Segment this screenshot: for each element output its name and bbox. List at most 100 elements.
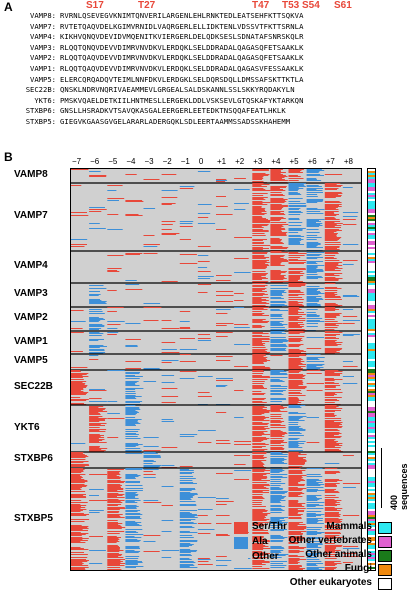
heat-cell: [125, 174, 137, 175]
heat-cell: [179, 478, 196, 479]
taxon-cell: [368, 363, 375, 365]
heat-cell: [306, 480, 322, 481]
heat-cell: [197, 497, 216, 498]
heat-cell: [125, 551, 141, 552]
heat-cell: [270, 518, 285, 519]
heat-cell: [125, 373, 140, 374]
taxon-cell: [368, 183, 375, 185]
heat-cell: [89, 435, 104, 436]
heat-cell: [179, 519, 196, 520]
heat-cell: [252, 435, 262, 436]
heat-cell: [324, 233, 338, 234]
heat-cell: [306, 364, 325, 365]
heat-cell: [270, 209, 282, 210]
taxon-cell: [368, 395, 375, 397]
heat-cell: [252, 273, 268, 274]
heat-cell: [107, 553, 119, 554]
heat-cell: [71, 367, 88, 368]
heat-cell: [252, 276, 262, 277]
heat-cell: [107, 185, 123, 186]
heat-cell: [71, 371, 81, 372]
heat-cell: [143, 446, 159, 447]
heat-cell: [288, 278, 301, 279]
heat-cell: [270, 324, 288, 325]
heat-cell: [234, 470, 252, 471]
heat-cell: [324, 378, 334, 379]
heat-cell: [288, 327, 302, 328]
heat-cell: [288, 235, 301, 236]
heat-cell: [306, 235, 318, 236]
heat-cell: [270, 546, 282, 547]
heat-cell: [107, 562, 121, 563]
heat-cell: [270, 401, 282, 402]
heat-cell: [306, 543, 323, 544]
heat-cell: [234, 417, 244, 418]
heat-cell: [71, 456, 89, 457]
heat-cell: [125, 450, 142, 451]
heat-cell: [288, 513, 298, 514]
heat-cell: [324, 521, 342, 522]
heat-cell: [143, 437, 159, 438]
heat-cell: [89, 419, 105, 420]
heat-cell: [107, 475, 117, 476]
heat-cell: [125, 383, 136, 384]
heat-cell: [125, 401, 143, 402]
taxon-cell: [368, 241, 375, 243]
heat-cell: [324, 430, 340, 431]
heat-cell: [324, 262, 343, 263]
heat-cell: [89, 223, 100, 224]
heat-cell: [288, 468, 301, 469]
heat-cell: [270, 233, 287, 234]
heat-cell: [161, 520, 174, 521]
heat-cell: [179, 472, 194, 473]
heat-cell: [270, 348, 287, 349]
heat-cell: [252, 212, 262, 213]
heat-cell: [143, 460, 154, 461]
heat-cell: [288, 517, 302, 518]
heat-cell: [288, 543, 299, 544]
heat-cell: [324, 307, 336, 308]
heat-cell: [252, 453, 267, 454]
taxon-cell: [368, 215, 375, 217]
heat-cell: [324, 408, 343, 409]
heat-cell: [306, 213, 324, 214]
taxon-cell: [368, 281, 375, 283]
heat-cell: [288, 376, 305, 377]
heat-cell: [270, 540, 284, 541]
heat-cell: [306, 294, 319, 295]
heat-cell: [71, 478, 82, 479]
heat-cell: [197, 271, 211, 272]
heat-cell: [125, 422, 139, 423]
heat-cell: [288, 323, 298, 324]
heat-cell: [306, 323, 318, 324]
heat-cell: [270, 443, 281, 444]
taxon-cell: [368, 291, 375, 293]
heat-cell: [179, 515, 198, 516]
heat-cell: [71, 540, 88, 541]
heat-cell: [270, 405, 281, 406]
taxon-cell: [368, 323, 375, 325]
heat-cell: [252, 271, 266, 272]
heat-cell: [234, 258, 249, 259]
taxon-cell: [368, 407, 375, 409]
heat-cell: [107, 550, 124, 551]
taxon-cell: [368, 315, 375, 317]
heat-cell: [125, 482, 140, 483]
heat-cell: [306, 263, 318, 264]
heat-cell: [288, 456, 299, 457]
heat-cell: [89, 408, 106, 409]
heat-cell: [71, 485, 88, 486]
heat-cell: [125, 541, 140, 542]
heat-cell: [125, 529, 143, 530]
heat-cell: [252, 490, 270, 491]
heat-cell: [71, 464, 89, 465]
heat-cell: [288, 386, 307, 387]
heat-cell: [71, 459, 86, 460]
taxon-cell: [368, 441, 375, 443]
taxon-cell: [368, 485, 375, 487]
heat-cell: [288, 412, 299, 413]
heat-cell: [288, 548, 305, 549]
heat-cell: [89, 346, 107, 347]
heat-cell: [161, 447, 178, 448]
heat-cell: [342, 487, 356, 488]
